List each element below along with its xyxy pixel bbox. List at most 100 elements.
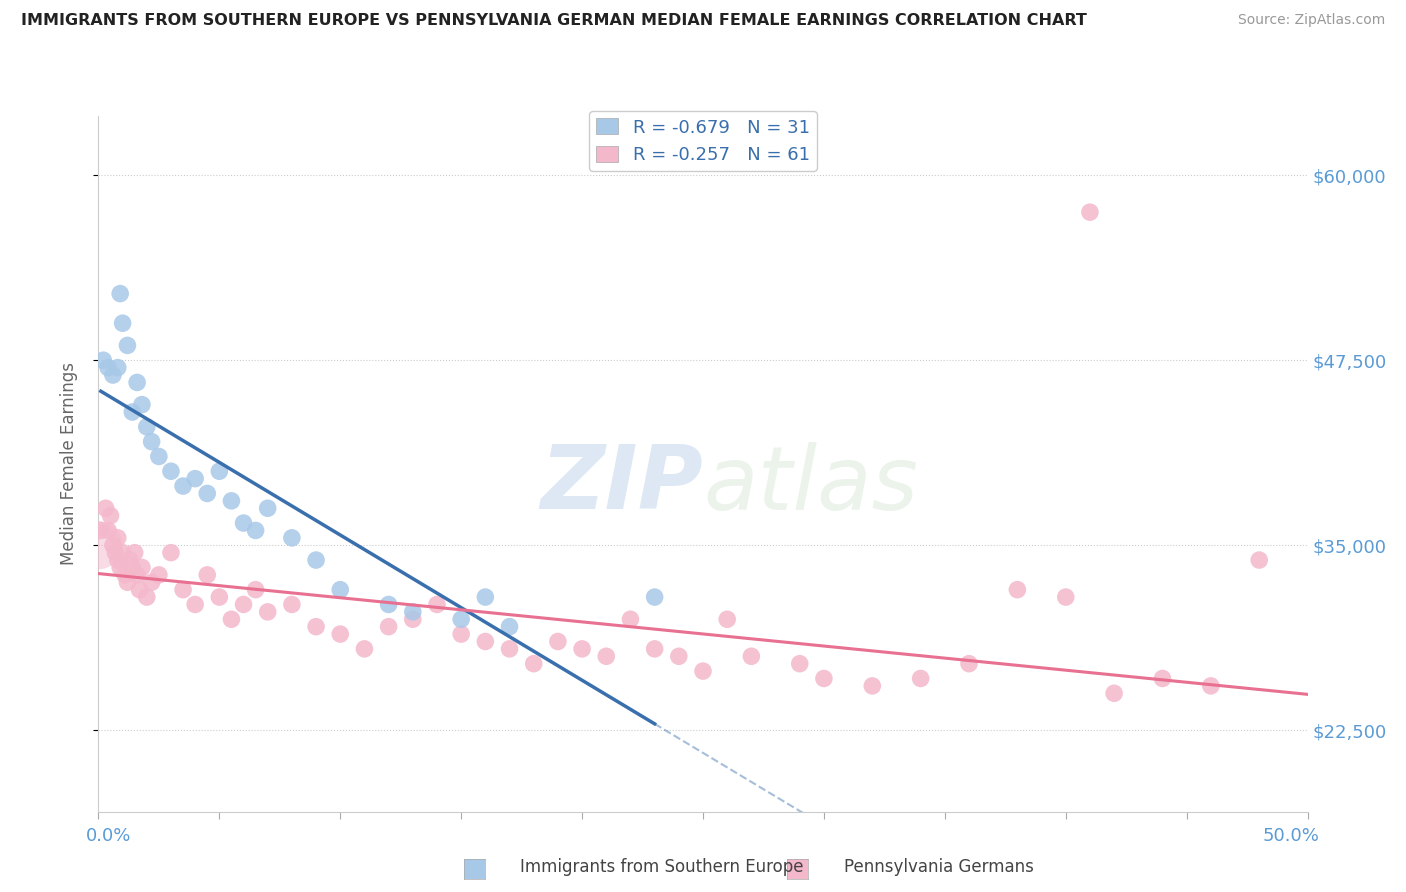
Point — [245, 524, 267, 538]
Point — [910, 672, 932, 686]
Point — [329, 582, 352, 597]
Point — [100, 508, 122, 523]
Point — [1199, 679, 1222, 693]
Point — [135, 420, 157, 434]
Point — [148, 567, 170, 582]
Point — [141, 575, 163, 590]
Point — [118, 553, 141, 567]
Point — [107, 360, 129, 375]
Point — [619, 612, 641, 626]
Point — [124, 546, 146, 560]
Point — [571, 641, 593, 656]
Point — [184, 598, 207, 612]
Point — [160, 464, 183, 478]
Point — [232, 598, 254, 612]
Point — [402, 612, 425, 626]
Point — [127, 567, 149, 582]
Text: Immigrants from Southern Europe: Immigrants from Southern Europe — [520, 858, 804, 876]
Text: Source: ZipAtlas.com: Source: ZipAtlas.com — [1237, 13, 1385, 28]
Point — [107, 531, 129, 545]
Legend: R = -0.679   N = 31, R = -0.257   N = 61: R = -0.679 N = 31, R = -0.257 N = 61 — [589, 112, 817, 171]
Point — [91, 353, 114, 368]
Point — [97, 524, 120, 538]
Text: 0.0%: 0.0% — [86, 827, 132, 845]
Point — [498, 620, 520, 634]
Point — [498, 641, 520, 656]
Point — [1078, 205, 1101, 219]
Point — [108, 560, 131, 574]
Point — [111, 546, 134, 560]
Point — [256, 605, 278, 619]
Point — [101, 368, 124, 382]
Point — [131, 398, 153, 412]
Point — [114, 567, 136, 582]
Point — [450, 612, 472, 626]
Text: Pennsylvania Germans: Pennsylvania Germans — [844, 858, 1033, 876]
Point — [450, 627, 472, 641]
Point — [111, 316, 134, 330]
Point — [692, 664, 714, 678]
Point — [195, 486, 218, 500]
Point — [426, 598, 449, 612]
Point — [1007, 582, 1029, 597]
Point — [860, 679, 883, 693]
Text: IMMIGRANTS FROM SOUTHERN EUROPE VS PENNSYLVANIA GERMAN MEDIAN FEMALE EARNINGS CO: IMMIGRANTS FROM SOUTHERN EUROPE VS PENNS… — [21, 13, 1087, 29]
Text: atlas: atlas — [703, 442, 918, 528]
Point — [377, 620, 399, 634]
Point — [172, 479, 194, 493]
Point — [141, 434, 163, 449]
Text: ZIP: ZIP — [540, 442, 703, 528]
Point — [305, 553, 328, 567]
Point — [377, 598, 399, 612]
Point — [90, 524, 112, 538]
Point — [957, 657, 980, 671]
Point — [135, 590, 157, 604]
Point — [94, 501, 117, 516]
Point — [221, 493, 243, 508]
Point — [245, 582, 267, 597]
Point — [208, 464, 231, 478]
Point — [131, 560, 153, 574]
Point — [128, 582, 150, 597]
Point — [221, 612, 243, 626]
Point — [108, 286, 131, 301]
Point — [668, 649, 690, 664]
Point — [195, 567, 218, 582]
Point — [644, 590, 666, 604]
Point — [232, 516, 254, 530]
Point — [523, 657, 546, 671]
Point — [127, 376, 149, 390]
Point — [402, 605, 425, 619]
Point — [740, 649, 762, 664]
Point — [1054, 590, 1077, 604]
Point — [813, 672, 835, 686]
Point — [281, 531, 304, 545]
Point — [474, 590, 496, 604]
Point — [1102, 686, 1125, 700]
Point — [172, 582, 194, 597]
Point — [644, 641, 666, 656]
Point — [160, 546, 183, 560]
Point — [117, 338, 139, 352]
Point — [148, 450, 170, 464]
Point — [184, 472, 207, 486]
Point — [281, 598, 304, 612]
Point — [87, 538, 110, 552]
Point — [1249, 553, 1271, 567]
Point — [789, 657, 811, 671]
Point — [256, 501, 278, 516]
Point — [107, 553, 129, 567]
Point — [101, 538, 124, 552]
Point — [104, 546, 127, 560]
Point — [474, 634, 496, 648]
Point — [1152, 672, 1174, 686]
Point — [97, 360, 120, 375]
Point — [121, 405, 143, 419]
Point — [305, 620, 328, 634]
Point — [716, 612, 738, 626]
Point — [353, 641, 375, 656]
Text: 50.0%: 50.0% — [1263, 827, 1320, 845]
Y-axis label: Median Female Earnings: Median Female Earnings — [59, 362, 77, 566]
Point — [121, 560, 143, 574]
Point — [208, 590, 231, 604]
